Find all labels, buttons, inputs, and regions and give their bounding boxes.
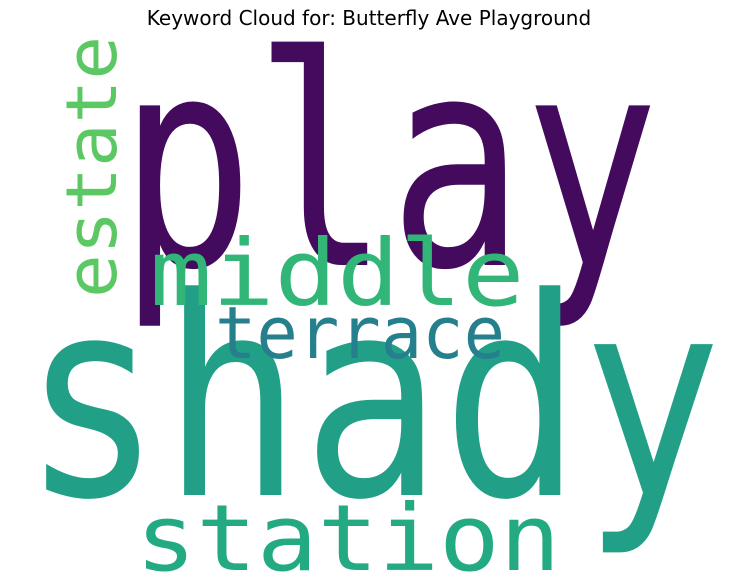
word-play: play [119, 0, 659, 334]
word-terrace: terrace [215, 291, 505, 375]
word-station: station [136, 485, 561, 583]
word-shady: shady [22, 240, 722, 561]
word-estate: estate [51, 36, 133, 298]
figure-title: Keyword Cloud for: Butterfly Ave Playgro… [146, 6, 592, 30]
word-middle: middle [150, 220, 525, 327]
